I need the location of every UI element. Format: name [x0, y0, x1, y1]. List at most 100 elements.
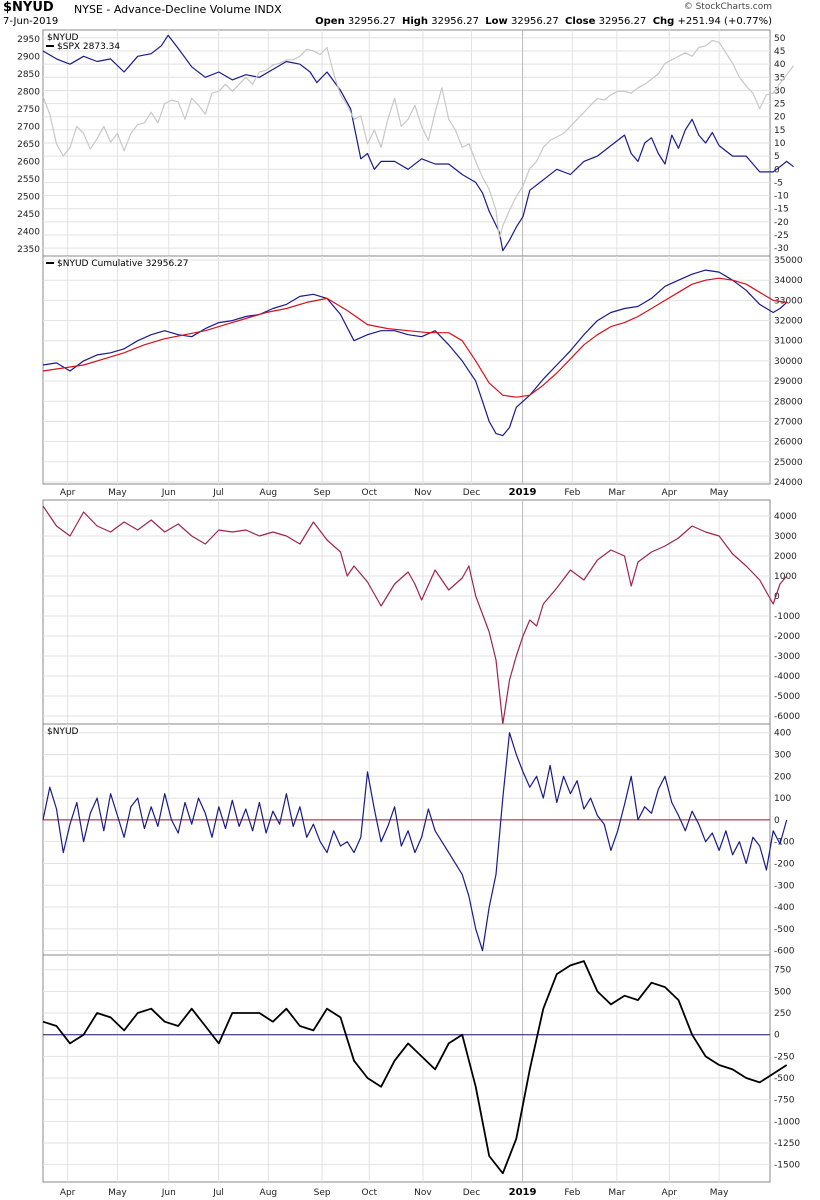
series-line-oscillator: [42, 960, 788, 1175]
right-tick-label: -30: [774, 244, 789, 254]
panel-frame: [42, 499, 771, 725]
series-line--spx: [42, 39, 794, 240]
right-tick-label: 20: [774, 113, 786, 123]
left-tick-label: 2950: [17, 35, 40, 45]
quote-line: Open 32956.27 High 32956.27 Low 32956.27…: [315, 16, 772, 27]
right-tick-label: 30000: [774, 357, 803, 367]
top-axis-month-label-11: Mar: [608, 488, 625, 498]
right-tick-label: 24000: [774, 478, 803, 488]
right-tick-label: -1500: [774, 1161, 800, 1171]
top-axis-month-label-8: Dec: [463, 488, 480, 498]
top-axis-month-label-1: May: [108, 488, 127, 498]
right-tick-label: 45: [774, 47, 785, 57]
right-tick-label: 250: [774, 1009, 791, 1019]
low-value: 32956.27: [510, 16, 559, 27]
series-line--nyud: [42, 732, 788, 952]
panel-4: -600 -500 -400 -300 -200 -100 0 100 200 300 400 $NY…: [42, 723, 795, 957]
right-tick-label: -200: [774, 859, 795, 869]
right-tick-label: -1250: [774, 1139, 800, 1149]
panel-label: $NYUD: [47, 727, 79, 737]
top-axis-month-label-0: Apr: [60, 488, 76, 498]
panel-frame: [42, 954, 771, 1183]
high-value: 32956.27: [431, 16, 479, 27]
panel-2: 24000 25000 26000 27000 28000 29000 30000 31000…: [42, 255, 803, 488]
left-tick-label: 2700: [17, 122, 40, 132]
chart-header: $NYUD NYSE - Advance-Decline Volume INDX…: [0, 0, 820, 30]
right-tick-label: -6000: [774, 712, 800, 722]
right-tick-label: -500: [774, 925, 795, 935]
left-tick-label: 2350: [17, 245, 40, 255]
description: NYSE - Advance-Decline Volume INDX: [74, 3, 282, 16]
right-tick-label: -5000: [774, 692, 800, 702]
right-tick-label: -5: [774, 178, 783, 188]
right-tick-label: -25: [774, 231, 789, 241]
top-axis-month-label-2: Jun: [161, 488, 176, 498]
right-tick-label: -1000: [774, 612, 800, 622]
right-tick-label: -20: [774, 218, 789, 228]
open-label: Open: [315, 16, 345, 27]
right-tick-label: 28000: [774, 397, 803, 407]
top-axis-month-label-9: 2019: [509, 487, 537, 498]
right-tick-label: 32000: [774, 317, 803, 327]
top-axis-month-label-10: Feb: [564, 488, 580, 498]
series-line--nyud-cumulative: [42, 269, 788, 437]
right-tick-label: -15: [774, 205, 789, 215]
right-tick-label: 2000: [774, 552, 797, 562]
right-tick-label: 100: [774, 794, 791, 804]
left-tick-label: 2600: [17, 157, 40, 167]
close-value: 32956.27: [598, 16, 647, 27]
series-line--nyud: [42, 34, 794, 252]
left-tick-label: 2650: [17, 140, 40, 150]
right-tick-label: -1000: [774, 1117, 800, 1127]
right-tick-label: 750: [774, 966, 791, 976]
right-tick-label: 29000: [774, 377, 803, 387]
panel-3: -6000-5000-4000-3000-2000-10000100020003…: [42, 499, 800, 725]
right-tick-label: 3000: [774, 532, 797, 542]
bottom-axis-month-label-13: May: [710, 1188, 729, 1198]
right-tick-label: 30: [774, 86, 786, 96]
left-tick-label: 2450: [17, 210, 40, 220]
brand-logo[interactable]: © StockCharts.com: [683, 2, 772, 12]
right-tick-label: 10: [774, 139, 786, 149]
right-tick-label: 35: [774, 73, 785, 83]
right-tick-label: 40: [774, 60, 786, 70]
right-tick-label: 27000: [774, 417, 803, 427]
bottom-axis-month-label-5: Sep: [314, 1188, 331, 1198]
bottom-axis-month-label-3: Jul: [212, 1188, 224, 1198]
left-tick-label: 2800: [17, 87, 40, 97]
symbol: $NYUD: [3, 0, 54, 15]
left-tick-label: 2550: [17, 175, 40, 185]
right-tick-label: 33000: [774, 296, 803, 306]
bottom-axis-month-label-4: Aug: [260, 1188, 278, 1198]
right-tick-label: -400: [774, 903, 795, 913]
right-tick-label: 0: [774, 816, 780, 826]
right-tick-label: -10: [774, 192, 789, 202]
right-tick-label: 25000: [774, 458, 803, 468]
right-tick-label: 26000: [774, 438, 803, 448]
legend-label: $NYUD Cumulative 32956.27: [57, 259, 189, 269]
series-line-moving-average: [42, 277, 787, 398]
bottom-axis-month-label-2: Jun: [161, 1188, 176, 1198]
right-tick-label: 0: [774, 592, 780, 602]
left-tick-label: 2500: [17, 192, 40, 202]
right-tick-label: 400: [774, 729, 791, 739]
chg-label: Chg: [652, 16, 675, 27]
top-axis-month-label-4: Aug: [260, 488, 278, 498]
right-tick-label: -600: [774, 947, 795, 957]
right-tick-label: 15: [774, 126, 785, 136]
high-label: High: [401, 16, 429, 27]
left-tick-label: 2850: [17, 70, 40, 80]
chg-value: +251.94 (+0.77%): [677, 16, 773, 27]
bottom-axis-month-label-9: 2019: [509, 1187, 537, 1198]
left-tick-label: 2900: [17, 52, 40, 62]
right-tick-label: 0: [774, 165, 780, 175]
low-label: Low: [485, 16, 508, 27]
bottom-axis-month-label-8: Dec: [463, 1188, 480, 1198]
left-tick-label: 2750: [17, 105, 40, 115]
right-tick-label: 0: [774, 1031, 780, 1041]
bottom-axis-month-label-6: Oct: [362, 1188, 378, 1198]
bottom-axis-month-label-10: Feb: [564, 1188, 580, 1198]
top-axis-month-label-5: Sep: [314, 488, 331, 498]
series-line-oscillator: [42, 505, 788, 725]
top-axis-month-label-7: Nov: [414, 488, 432, 498]
